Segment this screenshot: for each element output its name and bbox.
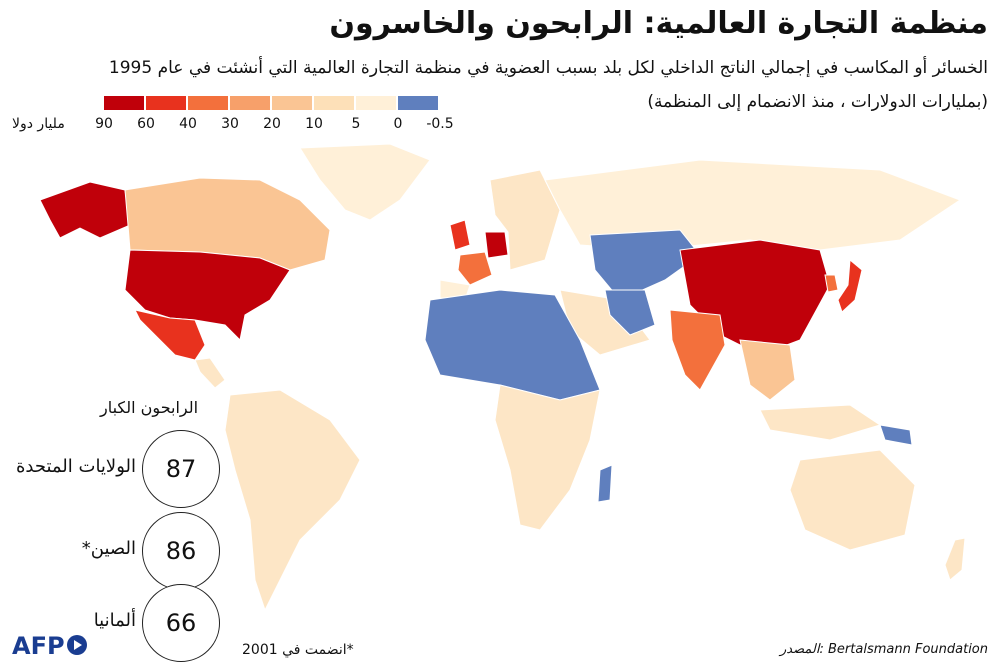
region-australia <box>789 449 916 551</box>
legend-swatch <box>104 96 144 110</box>
region-germany <box>484 231 509 259</box>
region-africa-south <box>494 384 601 531</box>
region-france <box>457 251 493 286</box>
legend-tick: 30 <box>221 116 239 132</box>
world-map <box>39 143 966 612</box>
region-india <box>669 309 726 391</box>
legend-tick: 5 <box>351 116 361 132</box>
brand-text: AFP <box>12 632 65 660</box>
region-se-asia <box>739 339 796 401</box>
winner-value: 87 <box>165 455 197 483</box>
legend-tick: -0.5 <box>426 116 454 132</box>
chart-subtitle: الخسائر أو المكاسب في إجمالي الناتج الدا… <box>108 58 988 78</box>
region-canada <box>124 177 331 271</box>
region-japan <box>837 258 863 313</box>
legend-swatch <box>314 96 354 110</box>
legend-swatch <box>398 96 438 110</box>
legend-swatch <box>230 96 270 110</box>
legend-tick: 90 <box>95 116 113 132</box>
region-iran <box>604 289 656 336</box>
region-png <box>879 424 913 446</box>
legend-tick: 40 <box>179 116 197 132</box>
region-alaska <box>39 181 131 239</box>
legend-tick: 10 <box>305 116 323 132</box>
legend-swatch <box>146 96 186 110</box>
legend-swatch <box>356 96 396 110</box>
winner-value-circle: 87 <box>142 430 220 508</box>
region-south-america <box>224 389 361 612</box>
afp-logo: AFP <box>12 632 87 660</box>
region-central-asia <box>589 229 701 301</box>
region-korea <box>824 274 839 293</box>
footnote: *انضمت في 2001 <box>242 642 354 658</box>
region-greenland <box>299 143 431 221</box>
legend-swatch <box>272 96 312 110</box>
color-legend: 90 60 40 30 20 10 5 0 -0.5 <box>95 96 454 136</box>
play-icon <box>66 635 87 655</box>
chart-title: منظمة التجارة العالمية: الرابحون والخاسر… <box>329 6 988 41</box>
winner-country: الصين* <box>81 538 136 559</box>
region-indonesia <box>759 404 882 441</box>
source-credit: المصدر: Bertalsmann Foundation <box>780 642 988 657</box>
region-central-america <box>194 357 226 389</box>
region-europe <box>489 169 561 271</box>
region-uk <box>449 219 471 251</box>
winner-country: ألمانيا <box>93 610 136 631</box>
winner-value-circle: 66 <box>142 584 220 662</box>
region-usa <box>124 249 291 342</box>
legend-swatch <box>188 96 228 110</box>
winner-value-circle: 86 <box>142 512 220 590</box>
legend-tick: 60 <box>137 116 155 132</box>
winners-title: الرابحون الكبار <box>100 398 199 417</box>
winner-value: 66 <box>165 609 197 637</box>
region-madagascar <box>597 464 613 503</box>
winner-value: 86 <box>165 537 197 565</box>
region-new-zealand <box>944 537 966 581</box>
legend-unit: مليار دولا <box>12 116 65 132</box>
chart-subtitle-units: (بمليارات الدولارات ، منذ الانضمام إلى ا… <box>647 92 988 112</box>
legend-tick: 20 <box>263 116 281 132</box>
legend-tick: 0 <box>393 116 403 132</box>
winner-country: الولايات المتحدة <box>15 456 136 477</box>
